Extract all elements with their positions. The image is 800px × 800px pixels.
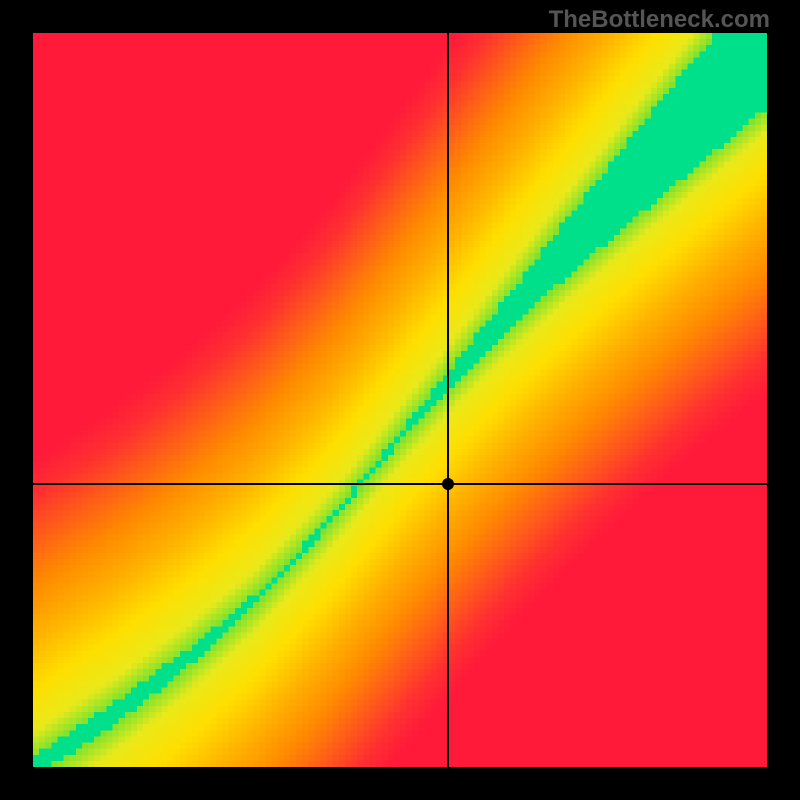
crosshair-horizontal (33, 483, 767, 485)
crosshair-vertical (447, 33, 449, 767)
figure-container: TheBottleneck.com (0, 0, 800, 800)
heatmap-canvas (33, 33, 767, 767)
data-point-marker (442, 478, 454, 490)
watermark-text: TheBottleneck.com (549, 6, 770, 34)
plot-area (33, 33, 767, 767)
